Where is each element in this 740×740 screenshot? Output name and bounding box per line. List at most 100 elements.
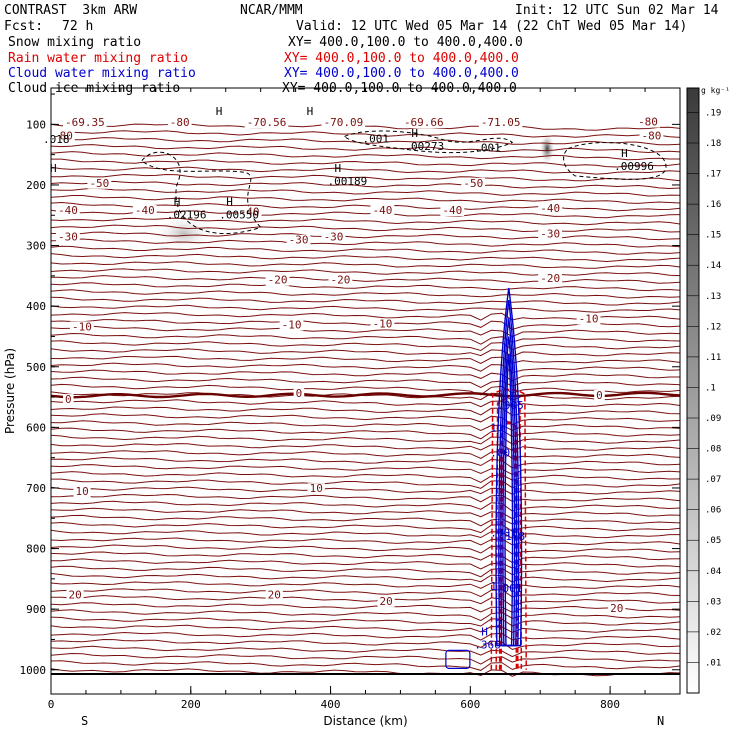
temperature-contour bbox=[51, 325, 680, 338]
cloud-ice-contour bbox=[563, 142, 667, 180]
cloud-water-contour bbox=[504, 354, 514, 647]
temperature-label-bg bbox=[461, 177, 486, 189]
temperature-contour bbox=[51, 180, 680, 190]
temperature-label: -69.66 bbox=[404, 116, 444, 129]
temperature-label-bg bbox=[62, 117, 107, 129]
temperature-contour bbox=[51, 638, 680, 651]
y-tick-label: 300 bbox=[26, 240, 46, 253]
temperature-label: -20 bbox=[540, 272, 560, 285]
temperature-label: -40 bbox=[540, 202, 560, 215]
temperature-label: 20 bbox=[68, 588, 81, 601]
cloud-water-label: .178 bbox=[499, 530, 525, 543]
temperature-label-bg bbox=[286, 234, 311, 246]
temperature-label: -70.56 bbox=[247, 116, 287, 129]
temperature-contour bbox=[51, 602, 680, 613]
extremum-marker: H bbox=[335, 162, 342, 175]
temperature-label: -30 bbox=[324, 231, 344, 244]
extremum-marker: H bbox=[411, 127, 418, 140]
x-tick-label: 200 bbox=[181, 698, 201, 711]
temperature-label-bg bbox=[370, 205, 395, 217]
temperature-label-bg bbox=[73, 486, 91, 498]
temperature-label-bg bbox=[478, 117, 523, 129]
temperature-label-bg bbox=[66, 589, 84, 601]
temperature-contour bbox=[51, 507, 680, 520]
extremum-value: .001 bbox=[362, 133, 389, 146]
ice-shade-right bbox=[539, 132, 556, 165]
temperature-label-bg bbox=[132, 205, 157, 217]
temperature-contour bbox=[51, 369, 680, 382]
temperature-contour bbox=[51, 158, 680, 168]
temperature-contour bbox=[51, 645, 680, 658]
temperature-contour bbox=[51, 413, 680, 426]
temperature-contour bbox=[51, 493, 680, 503]
temperature-label: -40 bbox=[372, 204, 392, 217]
temperature-contour bbox=[51, 544, 680, 555]
temperature-label-bg bbox=[538, 272, 563, 284]
temperature-label-bg bbox=[576, 313, 601, 325]
fcst-label: Fcst: bbox=[4, 19, 44, 34]
extremum-value: .00189 bbox=[328, 175, 368, 188]
temperature-contour bbox=[51, 195, 680, 204]
x-tick-label: 400 bbox=[321, 698, 341, 711]
extremum-marker: H bbox=[307, 105, 314, 118]
temperature-label-bg bbox=[307, 483, 325, 495]
temperature-contour bbox=[51, 616, 680, 627]
temperature-label-bg bbox=[321, 231, 346, 243]
temperature-contour bbox=[51, 631, 680, 641]
y-tick-label: 900 bbox=[26, 603, 46, 616]
temperature-contour bbox=[51, 456, 680, 469]
extremum-marker: H bbox=[621, 147, 628, 160]
y-tick-label: 700 bbox=[26, 482, 46, 495]
temperature-contour bbox=[51, 624, 680, 633]
y-tick-label: 100 bbox=[26, 118, 46, 131]
colorbar: .01 .02 .03 .04 .05 .06 .07 .08 .09 .1 .11 .12 .13 .1… bbox=[686, 86, 730, 694]
south-label: S bbox=[81, 714, 88, 728]
temperature-label-bg bbox=[293, 388, 305, 400]
center-label: NCAR/MMM bbox=[240, 3, 303, 18]
temperature-contour bbox=[51, 420, 680, 431]
temperature-label-bg bbox=[279, 319, 304, 331]
contour-labels: -69.35 -80 -70.56 -70.09 -69.66 -71.05 -80-80-… bbox=[43, 105, 664, 652]
temperature-contour bbox=[51, 514, 680, 527]
temperature-contour bbox=[51, 660, 680, 671]
field-name-cloud-water: Cloud water mixing ratio bbox=[8, 66, 196, 81]
temperature-label-bg bbox=[639, 130, 664, 142]
temperature-label: 10 bbox=[310, 482, 323, 495]
temperature-contour bbox=[51, 144, 680, 154]
temperature-label: 0 bbox=[65, 393, 72, 406]
temperature-contour bbox=[51, 668, 680, 677]
colorbar-tick-label: .07 bbox=[705, 475, 721, 485]
colorbar-tick-label: .11 bbox=[705, 353, 721, 363]
cloud-water-label: .905 bbox=[497, 399, 524, 412]
cloud-water-contour bbox=[500, 318, 518, 647]
temperature-label: 0 bbox=[596, 389, 603, 402]
temperature-label: -20 bbox=[268, 274, 288, 287]
extremum-marker: H bbox=[481, 626, 488, 639]
temperature-contour bbox=[51, 652, 680, 665]
colorbar-tick-label: .09 bbox=[705, 414, 721, 424]
colorbar-tick-label: .03 bbox=[705, 597, 721, 607]
temperature-contour bbox=[51, 471, 680, 483]
y-tick-label: 800 bbox=[26, 543, 46, 556]
colorbar-tick-label: .19 bbox=[705, 108, 721, 118]
temperature-label: 20 bbox=[379, 595, 392, 608]
colorbar-ramp bbox=[686, 87, 700, 694]
colorbar-tick-label: .13 bbox=[705, 292, 721, 302]
colorbar-tick-label: .02 bbox=[705, 628, 721, 638]
temperature-contour bbox=[51, 348, 680, 357]
temperature-label-bg bbox=[51, 130, 75, 142]
fcst-value: 72 h bbox=[62, 19, 94, 34]
temperature-label: -20 bbox=[331, 274, 351, 287]
temperature-label-bg bbox=[328, 274, 353, 286]
cloud-water-contour bbox=[498, 300, 520, 647]
temperature-label-bg bbox=[321, 117, 366, 129]
temperature-contour bbox=[51, 450, 680, 459]
temperature-contour bbox=[51, 187, 680, 197]
temperature-label-bg bbox=[55, 231, 80, 243]
temperature-contour bbox=[51, 573, 680, 583]
cloud-water-label: 1 bbox=[490, 422, 497, 435]
cloud-water-contour bbox=[502, 336, 516, 647]
temperature-contour bbox=[51, 268, 680, 277]
temperature-label-bg bbox=[237, 206, 262, 218]
